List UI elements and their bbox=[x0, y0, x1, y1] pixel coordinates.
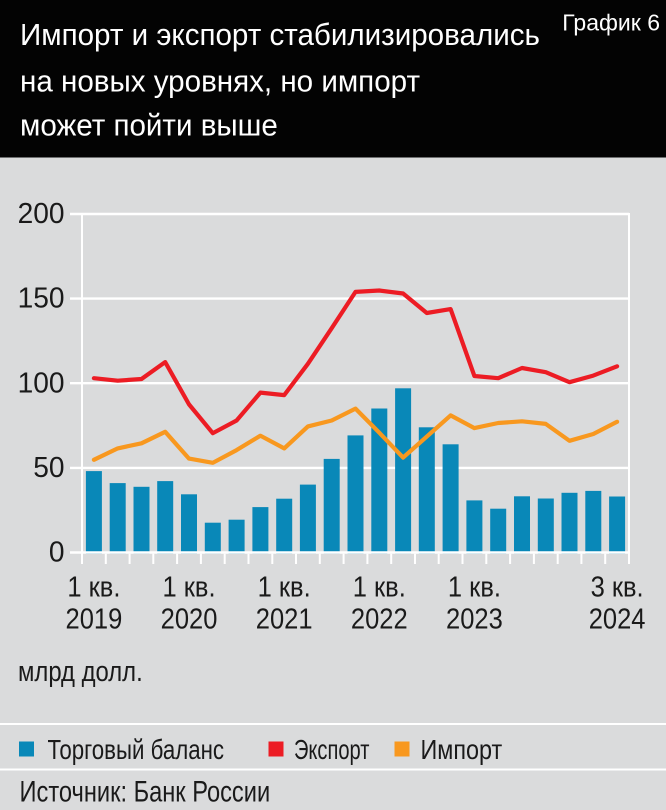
svg-text:может пойти выше: может пойти выше bbox=[20, 109, 278, 142]
svg-text:1 кв.: 1 кв. bbox=[448, 570, 501, 603]
svg-text:Торговый баланс: Торговый баланс bbox=[48, 735, 225, 766]
svg-text:2022: 2022 bbox=[351, 602, 408, 635]
svg-text:2023: 2023 bbox=[446, 602, 503, 635]
svg-text:200: 200 bbox=[18, 198, 65, 230]
svg-text:1 кв.: 1 кв. bbox=[258, 570, 311, 603]
svg-text:2019: 2019 bbox=[66, 602, 123, 635]
svg-text:1 кв.: 1 кв. bbox=[67, 570, 120, 603]
svg-text:100: 100 bbox=[18, 367, 65, 399]
svg-text:0: 0 bbox=[49, 536, 65, 568]
svg-text:Импорт: Импорт bbox=[421, 735, 503, 765]
svg-text:Источник: Банк России: Источник: Банк России bbox=[20, 775, 271, 808]
svg-text:Импорт и экспорт стабилизирова: Импорт и экспорт стабилизировались bbox=[20, 19, 540, 52]
svg-text:2024: 2024 bbox=[589, 602, 646, 635]
svg-text:2020: 2020 bbox=[161, 602, 218, 635]
svg-text:График 6: График 6 bbox=[562, 9, 660, 35]
svg-text:2021: 2021 bbox=[256, 602, 313, 635]
svg-text:1 кв.: 1 кв. bbox=[353, 570, 406, 603]
svg-text:3 кв.: 3 кв. bbox=[591, 570, 644, 603]
svg-text:на новых уровнях, но импорт: на новых уровнях, но импорт bbox=[20, 65, 420, 98]
svg-text:млрд долл.: млрд долл. bbox=[18, 655, 143, 688]
svg-text:Экспорт: Экспорт bbox=[294, 735, 369, 766]
svg-text:1 кв.: 1 кв. bbox=[162, 570, 215, 603]
svg-text:50: 50 bbox=[33, 451, 64, 483]
svg-text:150: 150 bbox=[18, 282, 65, 314]
